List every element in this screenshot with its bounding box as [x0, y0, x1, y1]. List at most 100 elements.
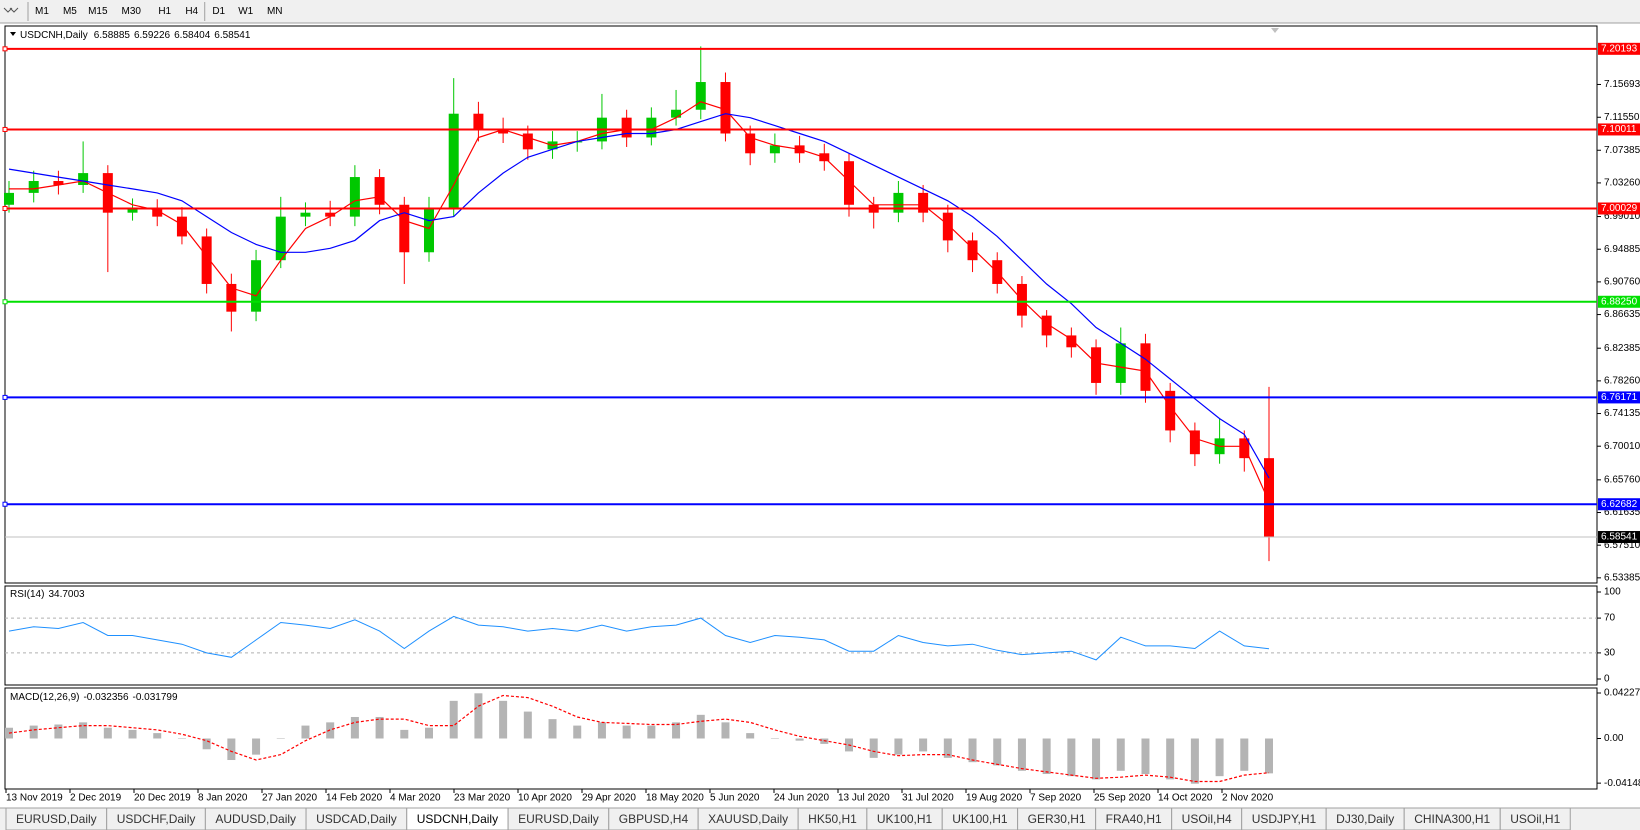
- level-label: 6.88250: [1601, 296, 1638, 307]
- candle-body: [349, 177, 360, 217]
- timeframe-button[interactable]: M30: [122, 6, 142, 17]
- macd-bar: [672, 722, 681, 739]
- level-label-bg: [1598, 42, 1640, 55]
- candle-body: [769, 145, 780, 154]
- macd-main: -0.032356: [83, 692, 128, 703]
- tab-label[interactable]: UK100,H1: [952, 812, 1008, 826]
- candle-body: [1165, 390, 1176, 431]
- candle-body: [374, 177, 385, 205]
- level-label: 6.76171: [1601, 392, 1638, 403]
- candle-body: [53, 181, 64, 185]
- timeframe-button[interactable]: M1: [35, 6, 49, 17]
- toolbar-icon[interactable]: [3, 7, 19, 13]
- level-handle: [2, 205, 8, 211]
- macd-bar: [400, 729, 409, 739]
- timeframe-button[interactable]: M5: [63, 6, 77, 17]
- y-tick-label: 6.57510: [1604, 540, 1640, 551]
- tab-label[interactable]: GER30,H1: [1028, 812, 1086, 826]
- macd-bar: [153, 733, 162, 739]
- candle-body: [893, 192, 904, 213]
- macd-bar: [128, 729, 137, 739]
- tab-label[interactable]: AUDUSD,Daily: [215, 812, 296, 826]
- x-tick-label: 13 Nov 2019: [6, 793, 63, 804]
- candle-body: [127, 208, 138, 213]
- timeframe-button[interactable]: W1: [238, 6, 253, 17]
- macd-bar: [795, 738, 804, 741]
- candle-body: [695, 82, 706, 110]
- tab-label[interactable]: FRA40,H1: [1106, 812, 1162, 826]
- tab-label[interactable]: XAUUSD,Daily: [708, 812, 788, 826]
- tab-label[interactable]: CHINA300,H1: [1414, 812, 1490, 826]
- candle-body: [967, 240, 978, 261]
- candle-body: [1140, 343, 1151, 391]
- candle-body: [325, 212, 336, 217]
- tab-label[interactable]: GBPUSD,H4: [619, 812, 689, 826]
- candle-body: [498, 129, 509, 134]
- candle-body: [78, 173, 89, 185]
- macd-bar: [177, 738, 186, 739]
- y-tick-label: 6.74135: [1604, 408, 1640, 419]
- toolbar-bg: [0, 0, 1640, 23]
- level-label-bg: [1598, 123, 1640, 136]
- timeframe-button[interactable]: M15: [88, 6, 108, 17]
- candle-body: [28, 181, 39, 193]
- macd-bar: [252, 738, 261, 755]
- candle-body: [201, 236, 212, 284]
- quote-low: 6.58404: [174, 30, 211, 41]
- x-tick-label: 13 Jul 2020: [838, 793, 890, 804]
- macd-bar: [1141, 738, 1150, 775]
- macd-bar: [943, 738, 952, 758]
- macd-bar: [548, 719, 557, 739]
- macd-bar: [1042, 738, 1051, 775]
- quote-close: 6.58541: [214, 30, 251, 41]
- tab-label[interactable]: USOil,H1: [1510, 812, 1560, 826]
- candle-body: [424, 208, 434, 253]
- x-tick-label: 29 Apr 2020: [582, 793, 636, 804]
- tab-label[interactable]: EURUSD,Daily: [518, 812, 599, 826]
- y-tick-label: 6.99010: [1604, 211, 1640, 222]
- x-tick-label: 8 Jan 2020: [198, 793, 248, 804]
- macd-bar: [622, 725, 631, 739]
- moving-average: [8, 113, 1270, 479]
- rsi-tick-label: 0: [1604, 674, 1610, 685]
- candle-body: [720, 82, 731, 134]
- tab-label[interactable]: USDCNH,Daily: [417, 812, 498, 826]
- y-tick-label: 6.94885: [1604, 244, 1640, 255]
- x-tick-label: 14 Feb 2020: [326, 793, 383, 804]
- tab-label[interactable]: USOil,H4: [1182, 812, 1232, 826]
- tab-label[interactable]: HK50,H1: [808, 812, 857, 826]
- candle-body: [621, 117, 632, 138]
- tab-label[interactable]: UK100,H1: [877, 812, 933, 826]
- y-tick-label: 6.86635: [1604, 309, 1640, 320]
- level-handle: [2, 299, 8, 305]
- macd-bar: [869, 738, 878, 758]
- timeframe-button[interactable]: D1: [212, 6, 225, 17]
- macd-tick-label: 0.00: [1604, 733, 1624, 744]
- macd-bar: [1067, 738, 1076, 777]
- candle-body: [226, 283, 237, 312]
- level-handle: [2, 46, 8, 52]
- x-tick-label: 5 Jun 2020: [710, 793, 760, 804]
- macd-bar: [968, 738, 977, 763]
- level-label-bg: [1598, 391, 1640, 404]
- x-tick-label: 2 Dec 2019: [70, 793, 122, 804]
- candle-body: [448, 113, 459, 209]
- timeframe-button[interactable]: H4: [185, 6, 198, 17]
- macd-bar: [597, 722, 606, 739]
- tab-bg[interactable]: [1499, 807, 1571, 830]
- tab-label[interactable]: EURUSD,Daily: [16, 812, 97, 826]
- candle-body: [176, 216, 187, 237]
- y-tick-label: 6.61635: [1604, 507, 1640, 518]
- macd-bar: [276, 738, 285, 739]
- tab-label[interactable]: USDJPY,H1: [1252, 812, 1317, 826]
- timeframe-button[interactable]: H1: [158, 6, 171, 17]
- macd-bar: [202, 738, 211, 750]
- x-tick-label: 24 Jun 2020: [774, 793, 829, 804]
- timeframe-button[interactable]: MN: [267, 6, 283, 17]
- tab-label[interactable]: USDCAD,Daily: [316, 812, 397, 826]
- tab-label[interactable]: USDCHF,Daily: [117, 812, 196, 826]
- tab-label[interactable]: DJ30,Daily: [1336, 812, 1394, 826]
- y-tick-label: 6.78260: [1604, 376, 1640, 387]
- rsi-header: RSI(14) 34.7003: [10, 589, 85, 600]
